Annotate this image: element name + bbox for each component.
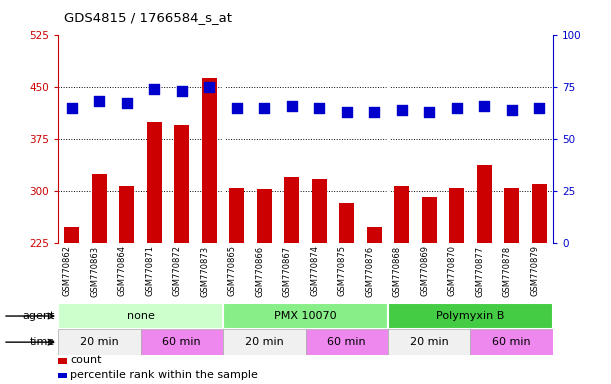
Text: Polymyxin B: Polymyxin B (436, 311, 505, 321)
Point (177, 88, 187, 94)
Text: 60 min: 60 min (327, 337, 366, 347)
Point (259, 104, 269, 111)
Bar (223, 303, 388, 329)
Bar (449, 188, 464, 243)
Point (369, 109, 379, 115)
Bar (64, 227, 79, 243)
Text: GSM770872: GSM770872 (173, 245, 182, 296)
Point (480, 103, 489, 109)
Bar (388, 303, 553, 329)
Bar (257, 189, 272, 243)
Text: GSM770867: GSM770867 (283, 245, 292, 296)
Text: PMX 10070: PMX 10070 (274, 311, 337, 321)
Text: GSM770875: GSM770875 (338, 245, 347, 296)
Bar (504, 188, 519, 243)
Bar (284, 177, 299, 243)
Point (67, 104, 77, 111)
Text: GSM770879: GSM770879 (530, 245, 540, 296)
Text: GSM770874: GSM770874 (310, 245, 320, 296)
Point (452, 104, 462, 111)
Bar (306, 329, 388, 355)
Text: time: time (30, 337, 55, 347)
Text: percentile rank within the sample: percentile rank within the sample (70, 369, 258, 380)
Bar (223, 329, 306, 355)
Bar (388, 329, 470, 355)
Text: GSM770868: GSM770868 (393, 245, 402, 296)
Bar (229, 188, 244, 243)
Text: GSM770866: GSM770866 (255, 245, 264, 296)
Text: none: none (126, 311, 155, 321)
Text: count: count (70, 355, 102, 365)
Point (424, 109, 434, 115)
Point (534, 104, 544, 111)
Text: 60 min: 60 min (492, 337, 531, 347)
Bar (367, 227, 382, 243)
Bar (58, 303, 223, 329)
Point (122, 101, 132, 107)
Point (315, 104, 324, 111)
Text: GSM770862: GSM770862 (63, 245, 72, 296)
Bar (339, 203, 354, 243)
Point (342, 109, 352, 115)
Text: GSM770863: GSM770863 (90, 245, 100, 296)
Point (232, 104, 242, 111)
Text: GSM770876: GSM770876 (365, 245, 374, 296)
Text: agent: agent (23, 311, 55, 321)
Bar (174, 125, 189, 243)
Bar (312, 179, 327, 243)
Bar (147, 122, 162, 243)
Text: 60 min: 60 min (163, 337, 201, 347)
Point (149, 86, 159, 92)
Text: 20 min: 20 min (410, 337, 448, 347)
Text: GDS4815 / 1766584_s_at: GDS4815 / 1766584_s_at (64, 11, 232, 24)
Text: GSM770870: GSM770870 (448, 245, 457, 296)
Text: GSM770871: GSM770871 (145, 245, 154, 296)
Text: GSM770873: GSM770873 (200, 245, 209, 296)
Text: 20 min: 20 min (80, 337, 119, 347)
Text: GSM770869: GSM770869 (420, 245, 429, 296)
Bar (477, 165, 492, 243)
Point (95, 98, 104, 104)
Bar (58, 329, 141, 355)
Bar (470, 329, 553, 355)
Bar (422, 197, 437, 243)
Text: GSM770877: GSM770877 (475, 245, 485, 296)
Bar (141, 329, 223, 355)
Text: 20 min: 20 min (245, 337, 284, 347)
Text: GSM770864: GSM770864 (118, 245, 127, 296)
Text: GSM770878: GSM770878 (503, 245, 512, 296)
Point (287, 103, 297, 109)
Point (204, 84, 214, 90)
Bar (92, 174, 107, 243)
Bar (394, 186, 409, 243)
Bar (202, 78, 217, 243)
Bar (119, 185, 134, 243)
Point (397, 107, 407, 113)
Bar (532, 184, 547, 243)
Text: GSM770865: GSM770865 (228, 245, 237, 296)
Point (507, 107, 517, 113)
